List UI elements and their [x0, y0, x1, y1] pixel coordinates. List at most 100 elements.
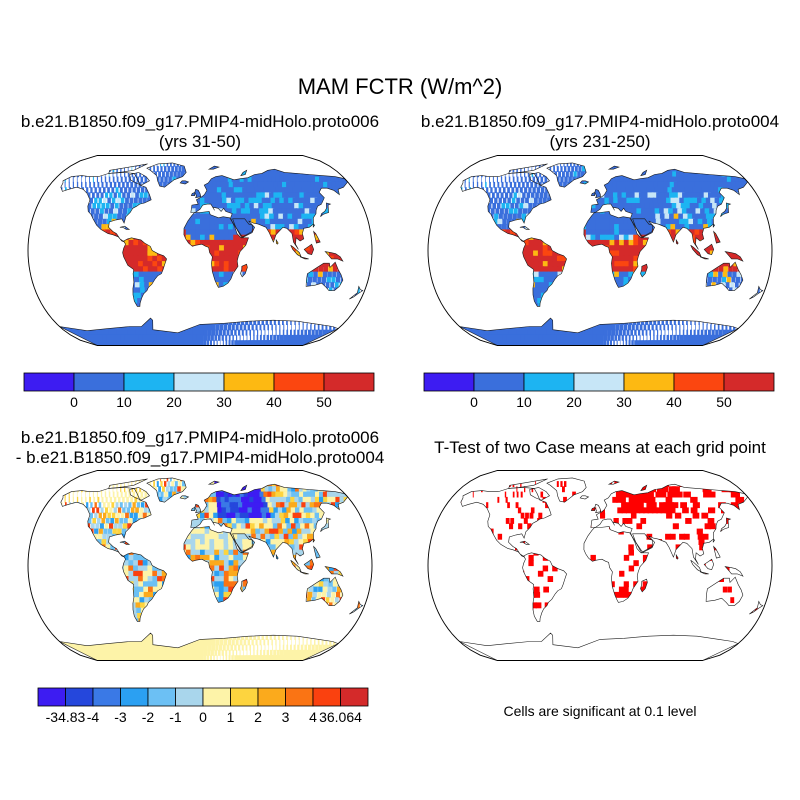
- grid-cell: [124, 187, 128, 194]
- grid-cell: [310, 181, 319, 188]
- grid-cell: [609, 261, 615, 267]
- grid-cell: [523, 255, 530, 262]
- grid-cell: [100, 192, 104, 199]
- grid-cell: [238, 239, 244, 246]
- grid-cell: [157, 261, 163, 267]
- grid-cell: [214, 334, 218, 341]
- grid-cell: [267, 324, 269, 331]
- grid-cell: [642, 266, 648, 273]
- grid-cell: [249, 329, 251, 336]
- grid-cell: [160, 162, 162, 167]
- grid-cell: [250, 208, 256, 215]
- grid-cell: [647, 176, 654, 183]
- grid-cell: [309, 334, 316, 341]
- grid-cell: [707, 282, 712, 289]
- grid-cell: [147, 261, 154, 267]
- coastline-canadian-arctic: [108, 163, 148, 174]
- grid-cell: [268, 329, 269, 336]
- grid-cell: [228, 340, 231, 346]
- grid-cell: [214, 255, 220, 262]
- grid-cell: [305, 187, 313, 194]
- grid-cell: [651, 324, 654, 331]
- grid-cell: [496, 192, 500, 199]
- grid-cell: [279, 324, 281, 331]
- grid-cell: [273, 192, 280, 199]
- grid-cell: [218, 224, 225, 230]
- grid-cell: [542, 250, 549, 257]
- grid-cell: [223, 271, 229, 278]
- grid-cell: [204, 181, 209, 188]
- grid-cell: [727, 271, 732, 278]
- grid-cell: [632, 213, 638, 220]
- grid-cell: [250, 187, 257, 194]
- grid-cell: [209, 229, 215, 236]
- grid-cell: [200, 224, 206, 230]
- grid-cell: [217, 203, 224, 209]
- grid-cell: [655, 176, 663, 183]
- grid-cell: [640, 208, 647, 215]
- grid-cell: [623, 266, 629, 273]
- grid-cell: [496, 224, 502, 230]
- grid-cell: [210, 340, 212, 346]
- grid-cell: [286, 334, 291, 341]
- grid-cell: [595, 218, 601, 225]
- grid-cell: [524, 324, 533, 331]
- grid-cell: [565, 171, 569, 178]
- grid-cell: [200, 239, 206, 246]
- grid-cell: [640, 203, 647, 209]
- grid-cell: [620, 181, 626, 188]
- grid-cell: [322, 276, 327, 283]
- grid-cell: [87, 192, 91, 199]
- grid-cell: [514, 203, 519, 209]
- grid-cell: [684, 224, 691, 230]
- grid-cell: [164, 334, 171, 341]
- grid-cell: [647, 229, 653, 236]
- grid-cell: [310, 213, 317, 220]
- grid-cell: [275, 176, 283, 183]
- grid-cell: [520, 197, 525, 204]
- grid-cell: [627, 208, 633, 215]
- grid-cell: [277, 208, 284, 215]
- grid-cell: [306, 324, 308, 331]
- grid-cell: [247, 324, 250, 331]
- grid-cell: [611, 176, 617, 183]
- grid-cell: [611, 324, 616, 331]
- grid-cell: [644, 203, 651, 209]
- grid-cell: [615, 176, 622, 183]
- grid-cell: [628, 239, 634, 246]
- grid-cell: [267, 203, 274, 209]
- grid-cell: [334, 282, 339, 289]
- grid-cell: [107, 197, 111, 204]
- grid-cell: [633, 261, 639, 267]
- grid-cell: [251, 176, 258, 183]
- grid-cell: [690, 192, 698, 199]
- grid-cell: [571, 166, 574, 172]
- grid-cell: [476, 181, 479, 188]
- grid-cell: [535, 171, 538, 178]
- grid-cell: [614, 276, 620, 283]
- panel-title-case1-line2: (yrs 31-50): [158, 132, 242, 151]
- grid-cell: [271, 324, 273, 331]
- grid-cell: [328, 266, 333, 273]
- coastline-borneo: [303, 243, 315, 256]
- grid-cell: [283, 334, 287, 341]
- grid-cell: [489, 181, 491, 188]
- grid-cell: [717, 276, 722, 283]
- grid-cell: [212, 181, 218, 188]
- grid-cell: [190, 234, 196, 241]
- grid-cell: [132, 203, 137, 209]
- grid-cell: [219, 239, 225, 246]
- grid-cell: [664, 213, 671, 220]
- grid-cell: [645, 181, 652, 188]
- grid-cell: [142, 197, 147, 204]
- grid-cell: [219, 261, 225, 267]
- grid-cell: [585, 234, 592, 241]
- grid-cell: [513, 181, 517, 188]
- grid-cell: [626, 197, 632, 204]
- grid-cell: [267, 176, 275, 183]
- grid-cell: [623, 324, 628, 331]
- grid-cell: [521, 213, 527, 220]
- grid-cell: [709, 245, 716, 252]
- grid-cell: [590, 239, 596, 246]
- grid-cell: [204, 218, 210, 225]
